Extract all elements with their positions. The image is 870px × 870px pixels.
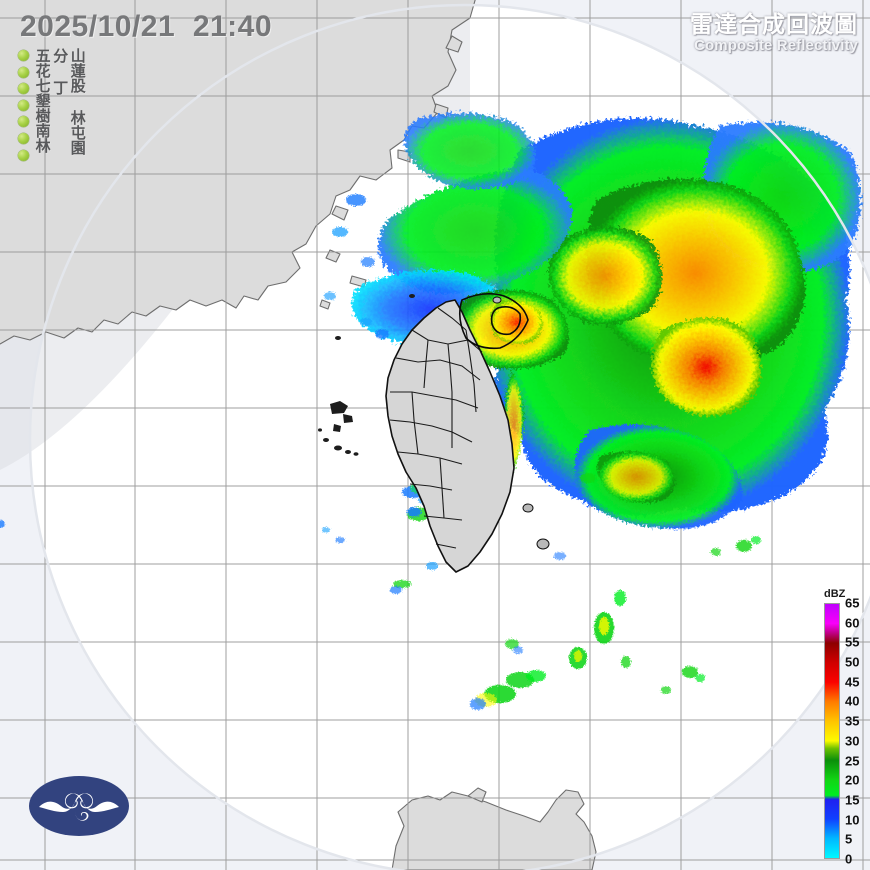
penghu-archipelago [318,401,359,456]
echo-cell [695,674,705,682]
radar-station-list: 五花七墾樹南林 分 丁 山蓮股 林屯園 [18,48,86,178]
dbz-tick-30: 30 [845,733,860,749]
echo-cell [526,670,546,682]
echo-cell [661,686,671,694]
station-dot-chigu [18,83,29,95]
map-title-chinese: 雷達合成回波圖 [690,11,858,37]
echo-cell [393,580,411,588]
echo-west-cells [324,194,375,300]
echo-cell [346,194,366,206]
dbz-tick-50: 50 [845,654,860,670]
echo-cell [736,540,752,552]
echo-ne-red [490,300,543,344]
echo-cell [574,650,582,662]
coast-detail-4 [331,205,349,221]
logo-wave-swirl [39,793,119,821]
coastal-islet-3 [319,299,331,310]
landmass-layer [0,0,597,870]
coast-detail-3 [397,149,411,163]
observation-timestamp: 2025/10/21 21:40 [20,10,273,43]
echo-cell [599,617,609,635]
dbz-tick-55: 55 [845,634,860,650]
northern-taiwan-admin-outline [458,292,529,350]
station-dot-hualien [18,66,29,78]
echo-cell [0,520,5,528]
green-island [522,503,534,513]
taiwan-offshore-islands [492,296,550,550]
echo-yellow-core-ne [585,178,806,368]
dbz-tick-25: 25 [845,753,860,769]
station-dot-wufenshan [18,50,29,61]
dbz-tick-20: 20 [845,772,860,788]
station-name-column-2: 分 丁 [51,48,69,95]
echo-cell [360,318,372,326]
echo-strait-green [378,168,572,294]
coastal-islet-1 [325,249,341,263]
echo-cell [580,473,596,483]
dbz-tick-65: 65 [845,595,860,611]
echo-cell [470,698,486,710]
orchid-island [536,538,550,550]
dbz-color-gradient [824,603,840,859]
echo-red-core [651,317,761,417]
dbz-tick-35: 35 [845,713,860,729]
echo-bashi-cells [470,473,761,710]
luzon-landmass [391,789,597,870]
echo-cell [751,536,761,544]
echo-cell [407,507,421,517]
echo-cell [332,227,348,237]
echo-cell [682,666,698,678]
echo-main-mass [484,117,861,516]
dbz-tick-45: 45 [845,674,860,690]
map-title-block: 雷達合成回波圖 Composite Reflectivity [690,11,858,55]
echo-cell [513,646,523,654]
station-dot-shulin [18,116,29,128]
echo-cell [322,527,330,533]
dbz-tick-labels: 0 5 10 15 20 25 30 35 40 45 50 55 60 65 [843,597,870,866]
dbz-tick-40: 40 [845,693,860,709]
taiwan-layer [318,292,550,573]
taiwan-island [385,299,515,573]
echo-strait-north [404,112,536,189]
echo-cell [361,257,375,267]
dbz-tick-60: 60 [845,615,860,631]
dbz-unit-label: dBZ [824,588,846,600]
echo-cell [426,562,438,570]
station-dot-kenting [18,99,29,111]
station-dot-linyuan [18,149,29,161]
map-title-english: Composite Reflectivity [694,37,858,54]
echo-south-tail [574,424,743,529]
dbz-tick-0: 0 [845,851,853,867]
echo-cell [621,656,631,668]
station-name-column-3: 山蓮股 林屯園 [68,48,86,155]
station-name-column-1: 五花七墾樹南林 [33,48,51,153]
radar-coverage-boundary [28,3,870,870]
echo-cell [335,537,345,543]
cwa-logo [29,776,129,836]
echo-cell [614,590,626,606]
logo-ellipse [29,776,129,836]
strait-islets [335,294,415,340]
station-dot-nantun [18,132,29,144]
echo-cell [390,586,402,594]
echo-cell [375,329,389,339]
echo-cell [711,548,721,556]
echo-cell [324,292,336,300]
dbz-tick-10: 10 [845,812,860,828]
station-status-dots [18,48,29,161]
echo-yellow-core-w [548,227,663,325]
echo-cell [554,552,566,560]
echo-cell [505,639,519,649]
turtle-island [492,296,502,304]
dbz-colorbar: dBZ 0 5 10 15 20 25 30 35 40 45 50 55 60 65 [822,588,870,866]
dbz-tick-5: 5 [845,831,853,847]
coast-detail-1 [445,35,463,53]
echo-yellow-south [597,451,676,503]
dbz-tick-15: 15 [845,792,860,808]
